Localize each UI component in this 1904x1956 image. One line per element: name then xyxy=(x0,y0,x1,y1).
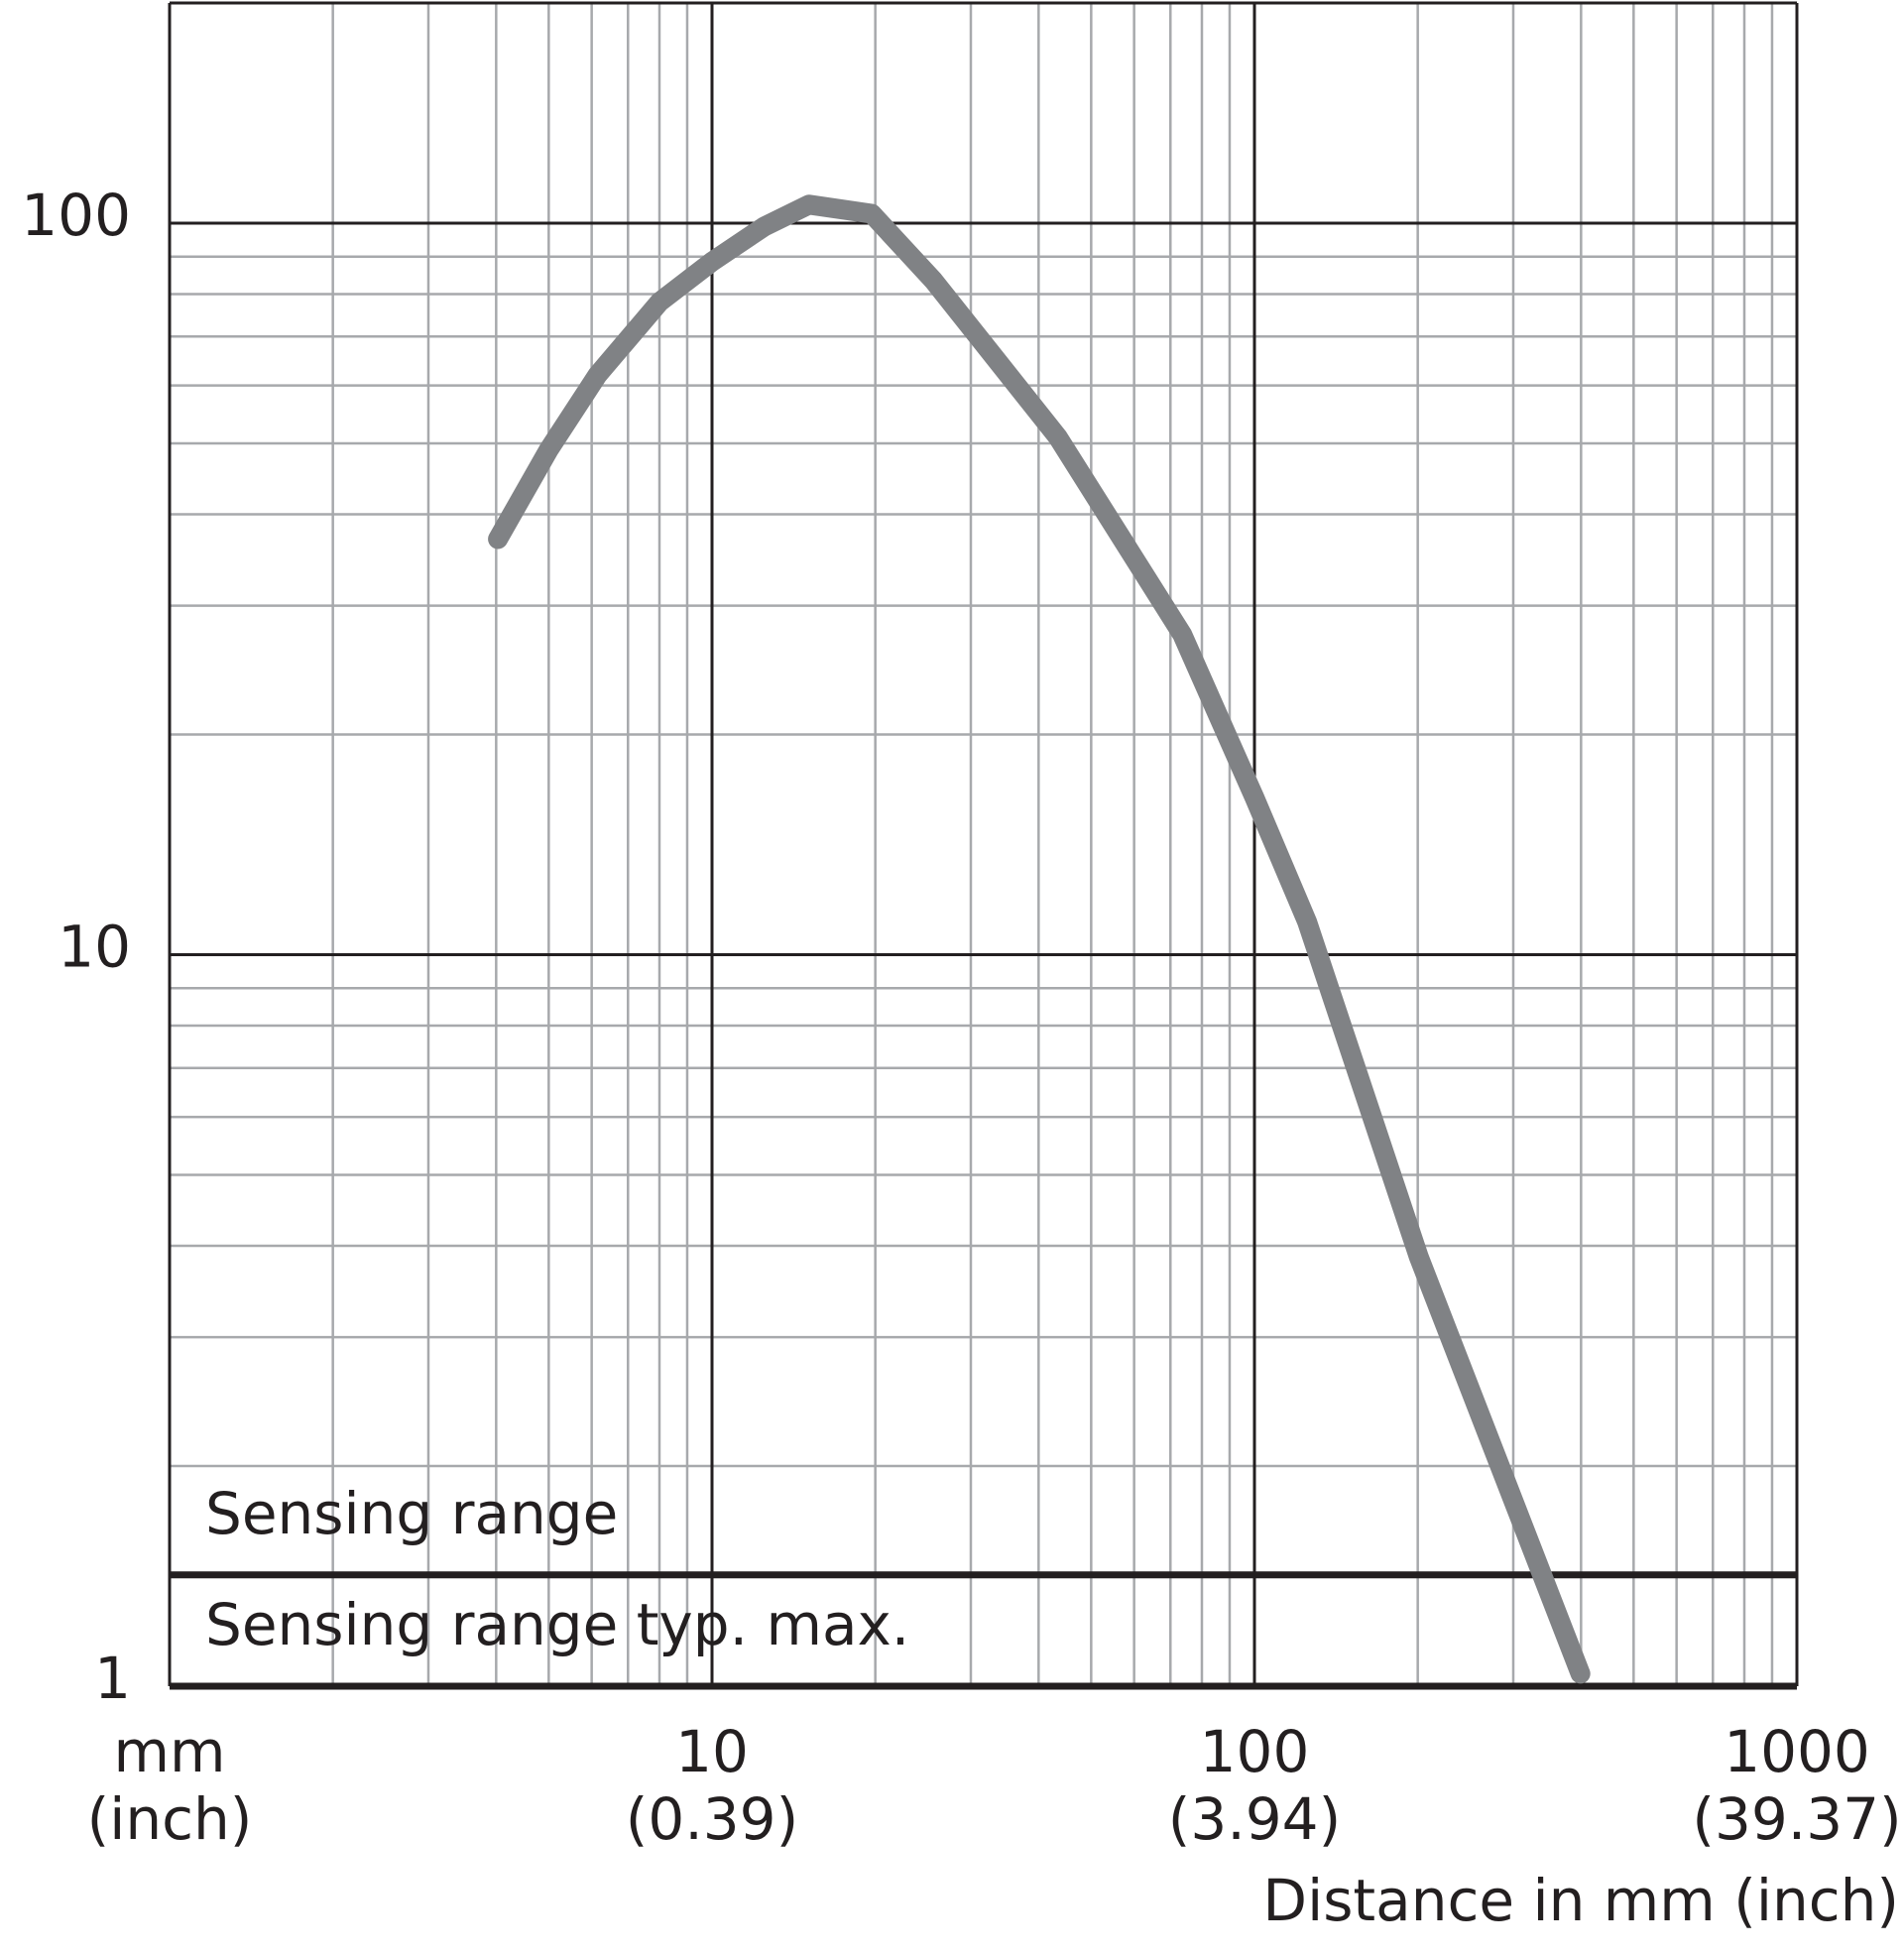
x-axis-title: Distance in mm (inch) xyxy=(1262,1867,1899,1934)
x-tick-sublabel: (3.94) xyxy=(1168,1785,1341,1853)
x-tick-sublabel: (0.39) xyxy=(626,1785,798,1853)
x-tick-label: 100 xyxy=(1200,1718,1310,1785)
x-tick-sublabel: (39.37) xyxy=(1692,1785,1901,1853)
y-tick-label: 1 xyxy=(94,1645,131,1712)
x-tick-label: 10 xyxy=(675,1718,749,1785)
x-tick-label: mm xyxy=(114,1718,226,1785)
x-tick-sublabel: (inch) xyxy=(87,1785,253,1853)
x-tick-label: 1000 xyxy=(1724,1718,1870,1785)
y-tick-label: 100 xyxy=(21,182,131,249)
band-label: Sensing range typ. max. xyxy=(205,1591,909,1658)
band-label: Sensing range xyxy=(205,1480,618,1547)
y-tick-label: 10 xyxy=(58,914,131,981)
data-line xyxy=(488,194,1591,1684)
